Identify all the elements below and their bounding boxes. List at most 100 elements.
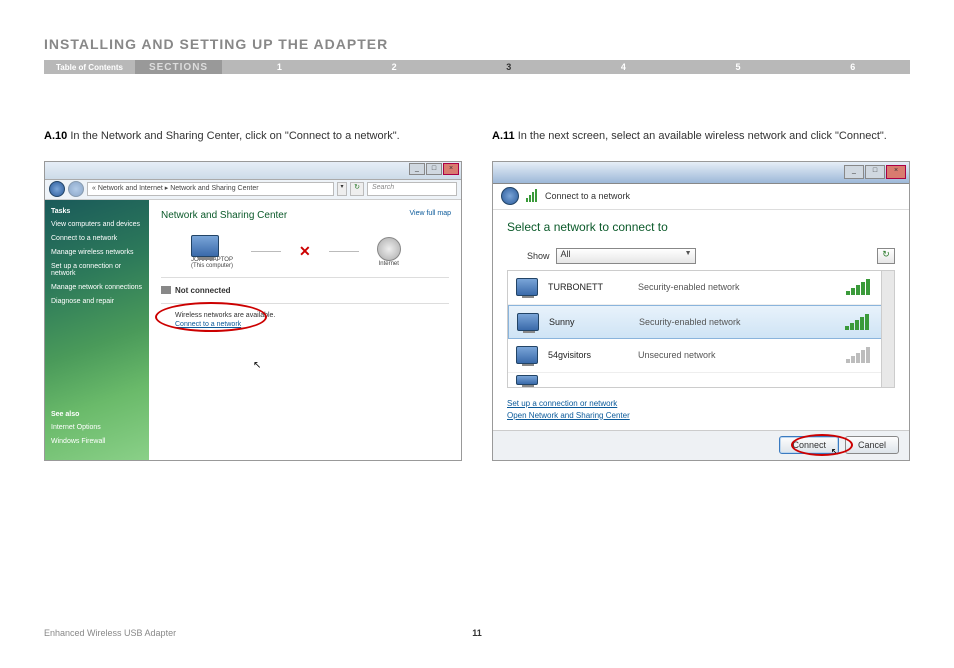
- address-bar: « Network and Internet ▸ Network and Sha…: [45, 180, 461, 200]
- view-full-map-link[interactable]: View full map: [409, 210, 451, 217]
- signal-bars-icon: [846, 279, 876, 295]
- refresh-button[interactable]: ↻: [877, 248, 895, 264]
- breadcrumb[interactable]: « Network and Internet ▸ Network and Sha…: [87, 182, 334, 196]
- cursor-icon: ↖: [253, 360, 261, 371]
- tasks-sidebar: Tasks View computers and devices Connect…: [45, 200, 149, 460]
- internet-node: Internet: [377, 237, 401, 267]
- close-button[interactable]: ×: [886, 165, 906, 179]
- right-column: A.11 In the next screen, select an avail…: [492, 128, 910, 461]
- nsc-title: Network and Sharing Center: [161, 210, 449, 221]
- minimize-button[interactable]: _: [844, 165, 864, 179]
- sidebar-item-manage-connections[interactable]: Manage network connections: [51, 284, 143, 291]
- see-also-internet-options[interactable]: Internet Options: [51, 424, 105, 431]
- pc-node: JOHN-LAPTOP (This computer): [191, 235, 233, 269]
- window-buttons: _ □ ×: [409, 163, 459, 175]
- nav-section-1[interactable]: 1: [222, 62, 337, 72]
- not-connected-label: Not connected: [161, 286, 449, 295]
- network-name: TURBONETT: [548, 282, 628, 292]
- content: A.10 In the Network and Sharing Center, …: [44, 128, 910, 461]
- monitor-icon: [516, 278, 538, 296]
- disconnected-icon: ✕: [299, 243, 311, 260]
- wireless-available-text: Wireless networks are available.: [161, 312, 449, 319]
- back-button[interactable]: [501, 187, 519, 205]
- forward-button[interactable]: [68, 181, 84, 197]
- network-map: JOHN-LAPTOP (This computer) ✕ Internet: [191, 235, 449, 269]
- footer-product-name: Enhanced Wireless USB Adapter: [44, 628, 176, 638]
- left-column: A.10 In the Network and Sharing Center, …: [44, 128, 462, 461]
- step-a11-num: A.11: [492, 130, 515, 142]
- step-a10: A.10 In the Network and Sharing Center, …: [44, 128, 462, 145]
- nav-section-5[interactable]: 5: [681, 62, 796, 72]
- monitor-icon: [516, 375, 538, 385]
- see-also-firewall[interactable]: Windows Firewall: [51, 438, 105, 445]
- page-footer: Enhanced Wireless USB Adapter 11: [44, 628, 910, 638]
- search-input[interactable]: Search: [367, 182, 457, 196]
- dropdown-icon[interactable]: ▾: [337, 182, 347, 196]
- connection-line: [251, 251, 281, 252]
- minimize-button[interactable]: _: [409, 163, 425, 175]
- window-titlebar: _ □ ×: [45, 162, 461, 180]
- show-label: Show: [527, 251, 550, 261]
- step-a11: A.11 In the next screen, select an avail…: [492, 128, 910, 145]
- sections-nav: Table of Contents SECTIONS 1 2 3 4 5 6: [44, 60, 910, 74]
- window-body: Tasks View computers and devices Connect…: [45, 200, 461, 460]
- screenshot-network-sharing-center: _ □ × « Network and Internet ▸ Network a…: [44, 161, 462, 461]
- step-a10-text: In the Network and Sharing Center, click…: [70, 130, 399, 142]
- network-name: Sunny: [549, 317, 629, 327]
- show-dropdown[interactable]: All: [556, 248, 696, 264]
- setup-connection-link[interactable]: Set up a connection or network: [507, 398, 895, 410]
- divider: [161, 277, 449, 278]
- pc-sub: (This computer): [191, 263, 233, 269]
- monitor-icon: [516, 346, 538, 364]
- network-list: TURBONETT Security-enabled network Sunny…: [507, 270, 895, 388]
- nav-section-4[interactable]: 4: [566, 62, 681, 72]
- network-row-turbonett[interactable]: TURBONETT Security-enabled network: [508, 271, 894, 305]
- network-row-partial[interactable]: [508, 373, 894, 388]
- step-a11-text: In the next screen, select an available …: [518, 130, 887, 142]
- nav-toc[interactable]: Table of Contents: [44, 63, 135, 72]
- sidebar-item-view-computers[interactable]: View computers and devices: [51, 221, 143, 228]
- refresh-icon[interactable]: ↻: [350, 182, 364, 196]
- see-also-header: See also: [51, 411, 105, 418]
- show-filter-row: Show All ↻: [507, 248, 895, 264]
- network-type: Unsecured network: [638, 350, 836, 360]
- cancel-button[interactable]: Cancel: [845, 436, 899, 454]
- connect-to-network-link[interactable]: Connect to a network: [161, 321, 449, 328]
- sidebar-item-setup-connection[interactable]: Set up a connection or network: [51, 263, 143, 277]
- nav-section-2[interactable]: 2: [337, 62, 452, 72]
- nav-section-3[interactable]: 3: [451, 62, 566, 72]
- back-button[interactable]: [49, 181, 65, 197]
- main-pane: Network and Sharing Center View full map…: [149, 200, 461, 460]
- nav-sections-label: SECTIONS: [135, 60, 222, 74]
- maximize-button[interactable]: □: [426, 163, 442, 175]
- connection-line: [329, 251, 359, 252]
- signal-bars-icon: [845, 314, 875, 330]
- network-row-sunny[interactable]: Sunny Security-enabled network: [508, 305, 894, 339]
- network-name: 54gvisitors: [548, 350, 628, 360]
- see-also: See also Internet Options Windows Firewa…: [51, 411, 105, 452]
- bottom-links: Set up a connection or network Open Netw…: [507, 398, 895, 422]
- nav-section-6[interactable]: 6: [795, 62, 910, 72]
- sidebar-item-diagnose[interactable]: Diagnose and repair: [51, 298, 143, 305]
- step-a10-num: A.10: [44, 130, 67, 142]
- close-button[interactable]: ×: [443, 163, 459, 175]
- screenshot-connect-dialog: _ □ × Connect to a network Select a netw…: [492, 161, 910, 461]
- globe-icon: [377, 237, 401, 261]
- dialog-header: Connect to a network: [493, 184, 909, 210]
- page-title: INSTALLING AND SETTING UP THE ADAPTER: [44, 36, 388, 52]
- sidebar-item-connect[interactable]: Connect to a network: [51, 235, 143, 242]
- cursor-icon: ↖: [831, 447, 839, 458]
- window-buttons: _ □ ×: [844, 165, 906, 179]
- dialog-heading: Select a network to connect to: [507, 220, 895, 234]
- maximize-button[interactable]: □: [865, 165, 885, 179]
- computer-icon: [191, 235, 219, 257]
- monitor-icon: [517, 313, 539, 331]
- divider: [161, 303, 449, 304]
- dialog-titlebar: _ □ ×: [493, 162, 909, 184]
- network-icon: [525, 189, 539, 203]
- sidebar-item-manage-wireless[interactable]: Manage wireless networks: [51, 249, 143, 256]
- network-type: Security-enabled network: [639, 317, 835, 327]
- open-nsc-link[interactable]: Open Network and Sharing Center: [507, 410, 895, 422]
- tasks-header: Tasks: [51, 208, 143, 215]
- network-row-54gvisitors[interactable]: 54gvisitors Unsecured network: [508, 339, 894, 373]
